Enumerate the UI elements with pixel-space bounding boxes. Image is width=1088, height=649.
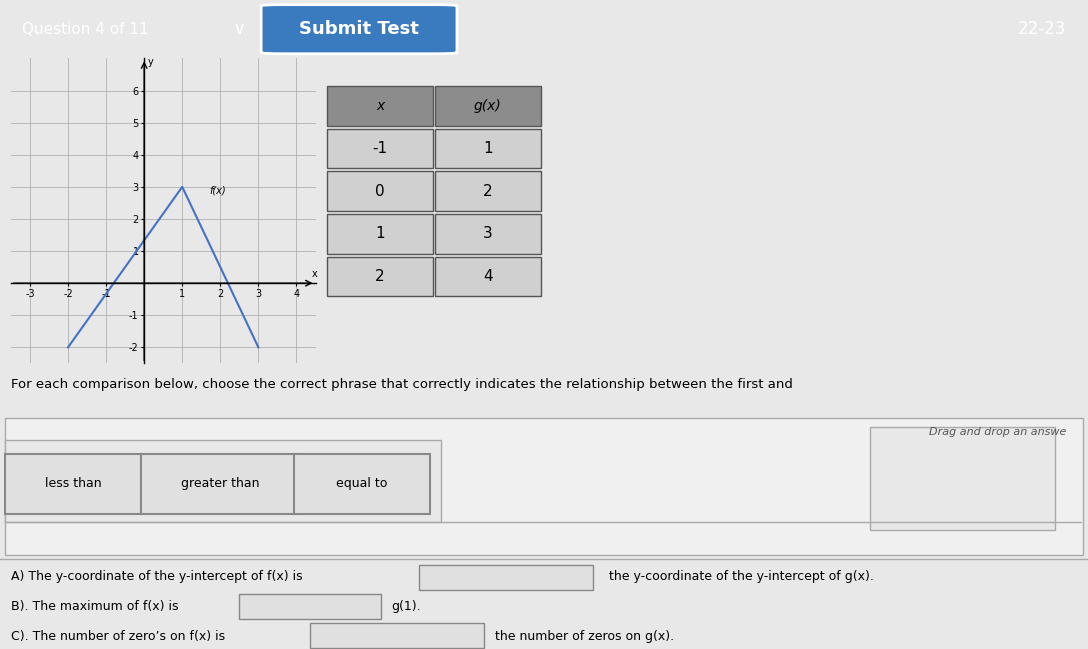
- Text: less than: less than: [45, 478, 102, 491]
- FancyBboxPatch shape: [435, 171, 541, 211]
- Text: Submit Test: Submit Test: [299, 20, 419, 38]
- Text: ∨: ∨: [233, 20, 246, 38]
- Text: 0: 0: [375, 184, 385, 199]
- Text: 2: 2: [375, 269, 385, 284]
- Text: 2: 2: [483, 184, 493, 199]
- Text: 22-23: 22-23: [1018, 20, 1066, 38]
- Text: y: y: [148, 57, 153, 67]
- Text: C). The number of zero’s on f(x) is: C). The number of zero’s on f(x) is: [11, 630, 225, 643]
- FancyBboxPatch shape: [261, 5, 457, 54]
- Text: 4: 4: [483, 269, 493, 284]
- Text: Drag and drop an answe: Drag and drop an answe: [929, 427, 1066, 437]
- Text: Question 4 of 11: Question 4 of 11: [22, 21, 148, 37]
- FancyBboxPatch shape: [435, 256, 541, 297]
- Text: A) The y-coordinate of the y-intercept of f(x) is: A) The y-coordinate of the y-intercept o…: [11, 570, 302, 583]
- Text: the y-coordinate of the y-intercept of g(x).: the y-coordinate of the y-intercept of g…: [609, 570, 874, 583]
- FancyBboxPatch shape: [327, 256, 433, 297]
- FancyBboxPatch shape: [327, 171, 433, 211]
- FancyBboxPatch shape: [870, 427, 1055, 530]
- Text: 1: 1: [375, 227, 385, 241]
- FancyBboxPatch shape: [327, 129, 433, 168]
- FancyBboxPatch shape: [5, 418, 1083, 556]
- FancyBboxPatch shape: [294, 454, 430, 514]
- Text: greater than: greater than: [181, 478, 260, 491]
- FancyBboxPatch shape: [435, 129, 541, 168]
- FancyBboxPatch shape: [435, 214, 541, 254]
- FancyBboxPatch shape: [327, 214, 433, 254]
- FancyBboxPatch shape: [239, 594, 381, 619]
- Text: the number of zeros on g(x).: the number of zeros on g(x).: [495, 630, 675, 643]
- Text: g(x): g(x): [474, 99, 502, 113]
- Text: x: x: [312, 269, 318, 279]
- FancyBboxPatch shape: [5, 454, 141, 514]
- Text: 1: 1: [483, 141, 493, 156]
- Text: x: x: [376, 99, 384, 113]
- FancyBboxPatch shape: [327, 86, 433, 125]
- FancyBboxPatch shape: [435, 86, 541, 125]
- Text: 3: 3: [483, 227, 493, 241]
- Text: For each comparison below, choose the correct phrase that correctly indicates th: For each comparison below, choose the co…: [11, 378, 793, 391]
- Text: B). The maximum of f(x) is: B). The maximum of f(x) is: [11, 600, 178, 613]
- FancyBboxPatch shape: [419, 565, 593, 590]
- FancyBboxPatch shape: [5, 439, 441, 522]
- Text: -1: -1: [372, 141, 387, 156]
- Text: f(x): f(x): [209, 185, 225, 195]
- FancyBboxPatch shape: [141, 454, 299, 514]
- FancyBboxPatch shape: [310, 622, 484, 648]
- Text: g(1).: g(1).: [392, 600, 421, 613]
- Text: equal to: equal to: [336, 478, 387, 491]
